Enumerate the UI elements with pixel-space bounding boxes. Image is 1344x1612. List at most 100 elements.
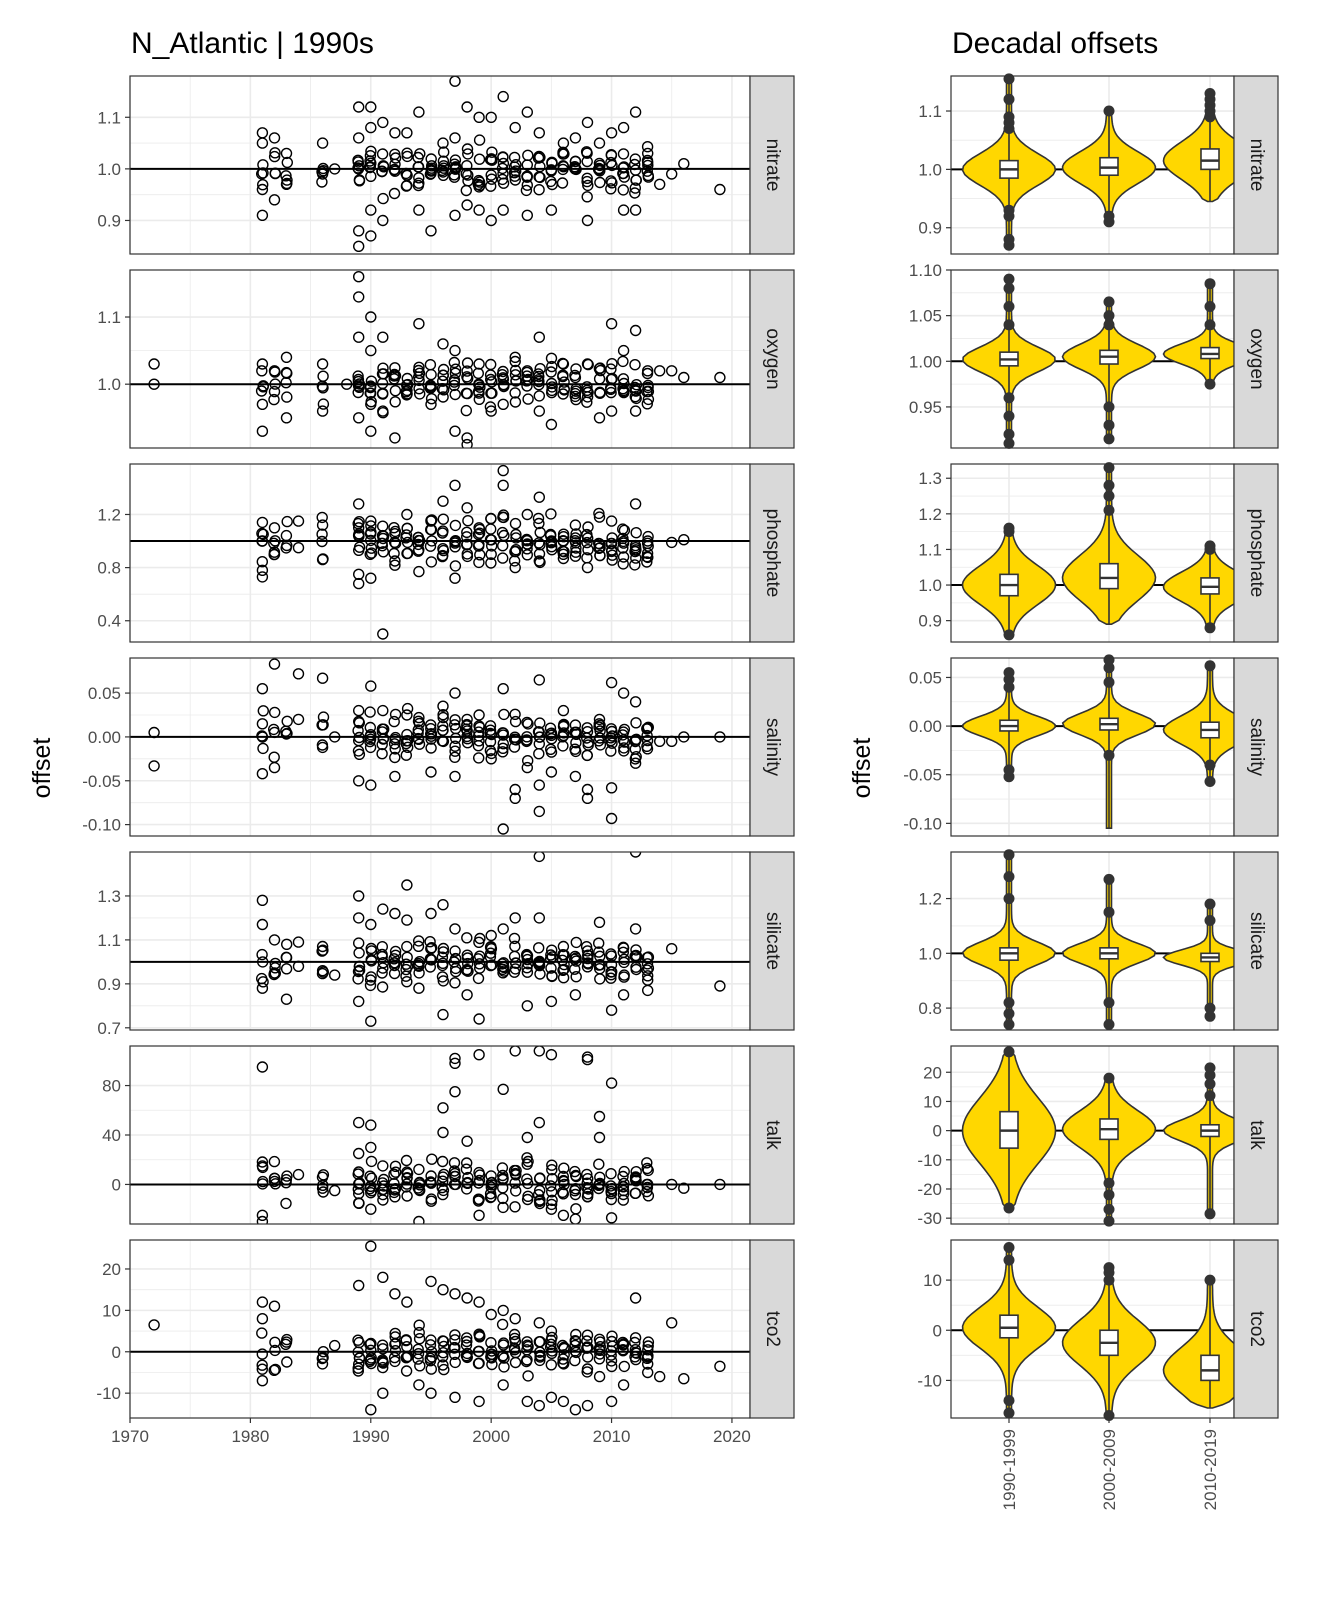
data-point (630, 527, 642, 539)
outlier-point (1103, 749, 1115, 761)
data-point (425, 515, 437, 527)
data-point (630, 963, 642, 976)
data-point (629, 923, 642, 935)
data-point (436, 1181, 448, 1194)
data-point (641, 743, 654, 755)
data-point (497, 1304, 509, 1317)
data-point (353, 1358, 365, 1370)
data-point (449, 572, 461, 584)
data-point (256, 894, 269, 906)
data-point (449, 1329, 461, 1341)
data-point (281, 367, 293, 379)
data-point (438, 1168, 450, 1181)
data-point (581, 116, 594, 129)
data-point (449, 945, 461, 957)
data-point (594, 973, 606, 985)
data-point (546, 1159, 558, 1171)
data-point (509, 396, 522, 408)
data-point (413, 565, 425, 578)
data-point (268, 385, 281, 398)
data-point (450, 953, 462, 965)
data-point (569, 132, 582, 144)
data-point (412, 1347, 425, 1360)
data-point (449, 687, 461, 699)
data-point (376, 738, 388, 751)
data-point (377, 368, 390, 380)
data-point (268, 132, 281, 144)
violin-2010-2019 (1162, 540, 1258, 634)
data-point (365, 1119, 377, 1131)
data-point (256, 768, 269, 780)
data-point (545, 508, 557, 520)
data-point (618, 524, 631, 536)
data-point (521, 380, 533, 392)
data-point (424, 1352, 436, 1365)
data-point (605, 318, 618, 330)
data-point (641, 958, 654, 970)
data-point (316, 528, 328, 540)
data-point (569, 519, 582, 531)
data-point (558, 1162, 570, 1174)
data-point (449, 209, 461, 222)
data-point (389, 127, 401, 139)
data-point (485, 947, 497, 959)
data-point (521, 365, 533, 377)
y-tick-label: -10 (917, 1151, 942, 1170)
data-point (256, 1363, 268, 1375)
data-point (498, 1361, 510, 1373)
data-point (642, 970, 654, 982)
data-point (437, 899, 449, 911)
data-point (389, 1160, 402, 1173)
point-group-phosphate (256, 464, 690, 640)
data-point (666, 943, 678, 955)
data-point (581, 1329, 594, 1341)
data-point (256, 1215, 269, 1224)
outlier-point (1204, 540, 1216, 552)
data-point (389, 1344, 402, 1357)
data-point (569, 155, 582, 168)
outlier-point (1003, 1019, 1015, 1030)
y-tick-label: -10 (96, 1384, 121, 1403)
y-tick-label: 0.05 (88, 684, 121, 703)
data-point (449, 740, 461, 752)
outlier-point (1103, 1019, 1115, 1030)
data-point (485, 169, 497, 181)
data-point (666, 1317, 678, 1329)
data-point (582, 179, 594, 192)
data-point (365, 425, 377, 437)
data-point (617, 687, 630, 699)
data-point (546, 1163, 558, 1176)
data-point (581, 191, 593, 203)
data-point (605, 745, 617, 757)
data-point (329, 1339, 341, 1352)
data-point (256, 358, 269, 370)
data-point (364, 721, 376, 734)
data-point (509, 1177, 521, 1189)
data-point (316, 519, 329, 531)
data-point (534, 171, 546, 184)
y-tick-label: 0.7 (97, 1019, 121, 1038)
data-point (582, 958, 594, 970)
data-point (364, 1353, 377, 1366)
data-point (605, 1167, 617, 1180)
data-point (545, 949, 557, 961)
data-point (509, 369, 522, 381)
data-point (581, 358, 594, 370)
data-point (400, 1365, 413, 1377)
data-point (497, 923, 509, 935)
outlier-point (1204, 776, 1216, 787)
data-point (365, 547, 378, 559)
y-tick-label: 1.3 (918, 469, 942, 488)
data-point (474, 932, 486, 945)
violin-facet-oxygen: 0.95 1.00 1.05 1.10 oxygen (909, 261, 1279, 449)
data-point (630, 952, 643, 964)
violin-facet-phosphate: 0.9 1.0 1.1 1.2 1.3 phosphate (918, 462, 1279, 643)
data-point (257, 742, 269, 755)
data-point (508, 1328, 521, 1341)
data-point (268, 522, 281, 534)
data-point (606, 1335, 618, 1348)
data-point (545, 1203, 558, 1215)
violin-1990-1999 (961, 522, 1057, 641)
data-point (509, 355, 521, 368)
outlier-point (1204, 378, 1216, 390)
